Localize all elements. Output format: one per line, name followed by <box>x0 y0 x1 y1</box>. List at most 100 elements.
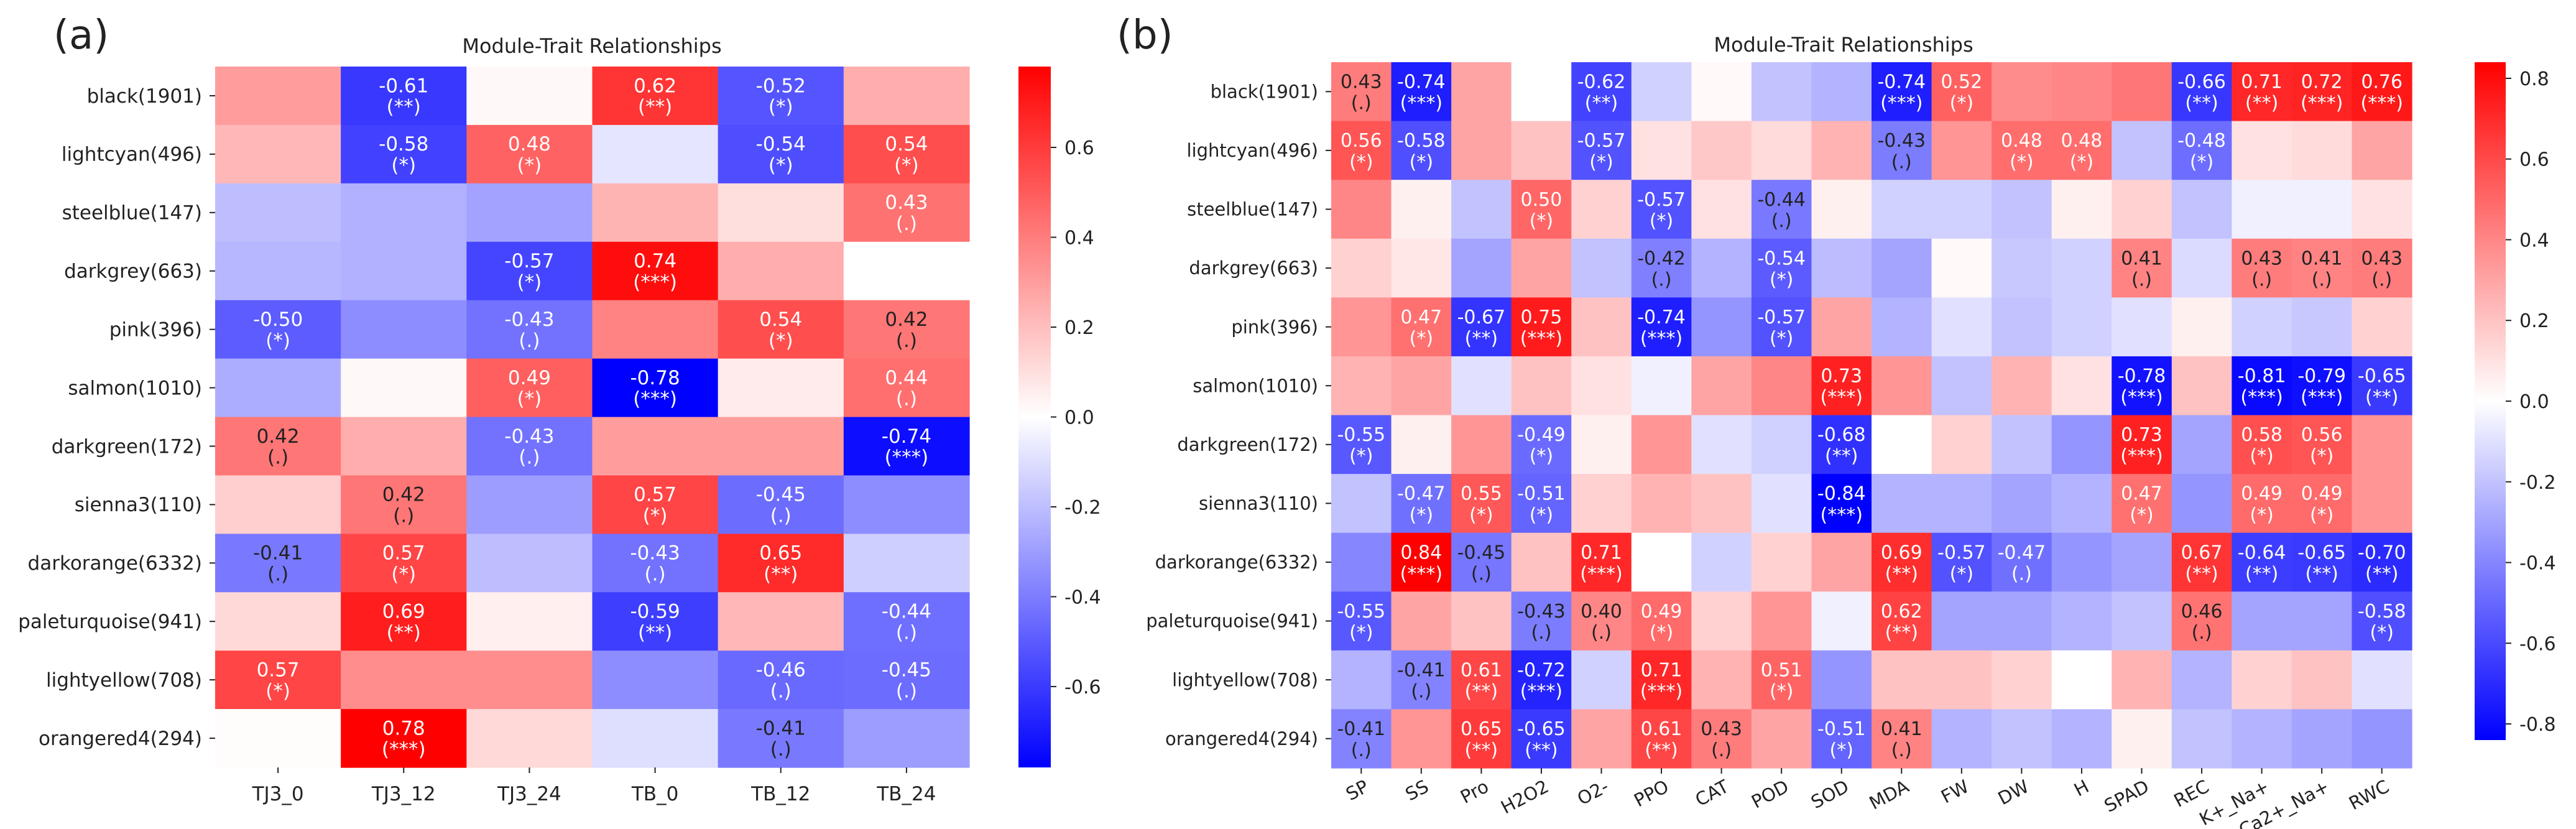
heatmap-cell <box>1571 62 1632 122</box>
heatmap-cell <box>341 183 467 243</box>
cell-significance-label: (**) <box>1825 445 1858 467</box>
heatmap-cell <box>843 709 970 768</box>
colorbar-tick-label: 0.6 <box>2519 149 2549 171</box>
cell-value-label: 0.44 <box>885 367 928 389</box>
heatmap-cell <box>1571 238 1632 298</box>
cell-significance-label: (.) <box>645 563 666 585</box>
cell-significance-label: (.) <box>896 680 917 702</box>
heatmap-cell <box>341 124 467 184</box>
heatmap-cell <box>1511 297 1572 357</box>
cell-significance-label: (**) <box>1465 328 1498 350</box>
heatmap-cell <box>1571 474 1632 534</box>
cell-value-label: 0.78 <box>382 717 425 739</box>
heatmap-cell <box>1631 415 1692 475</box>
cell-significance-label: (***) <box>2120 445 2163 467</box>
heatmap-cell <box>1511 709 1572 769</box>
colorbar-tick-label: -0.2 <box>2519 472 2556 494</box>
heatmap-cell <box>592 534 719 593</box>
cell-significance-label: (.) <box>770 738 792 761</box>
cell-value-label: 0.71 <box>1641 659 1683 681</box>
heatmap-cell <box>1631 532 1692 592</box>
cell-significance-label: (***) <box>2301 387 2343 409</box>
cell-value-label: -0.43 <box>1517 601 1566 623</box>
row-label: darkgrey(663) <box>64 261 202 283</box>
cell-significance-label: (*) <box>517 271 542 294</box>
column-label: SP <box>1342 776 1372 805</box>
heatmap-cell <box>2051 474 2112 534</box>
cell-value-label: 0.43 <box>2241 248 2283 269</box>
heatmap-cell <box>215 475 341 534</box>
heatmap-cell <box>1872 709 1932 769</box>
heatmap-cell <box>466 592 593 651</box>
cell-value-label: 0.51 <box>1761 659 1803 681</box>
heatmap-cell <box>1691 591 1752 651</box>
heatmap-cell <box>843 592 970 651</box>
heatmap-cell <box>2051 591 2112 651</box>
heatmap-cell <box>1571 356 1632 416</box>
cell-significance-label: (***) <box>1880 93 1923 114</box>
heatmap-cell <box>718 358 844 418</box>
heatmap-cell <box>1931 121 1992 180</box>
column-label: DW <box>1995 776 2033 809</box>
cell-value-label: -0.65 <box>2297 542 2346 563</box>
heatmap-cell <box>215 534 341 593</box>
heatmap-cell <box>843 651 970 710</box>
heatmap-cell <box>1992 121 2052 180</box>
cell-value-label: 0.65 <box>1461 718 1502 740</box>
heatmap-cell <box>341 534 467 593</box>
cell-value-label: -0.43 <box>504 425 554 448</box>
cell-value-label: 0.71 <box>1581 542 1622 563</box>
row-label: steelblue(147) <box>62 202 202 225</box>
heatmap-cell <box>1631 297 1692 357</box>
cell-value-label: -0.57 <box>1757 307 1806 328</box>
heatmap-cell <box>1691 474 1752 534</box>
heatmap-cell <box>1691 297 1752 357</box>
cell-significance-label: (*) <box>1410 504 1433 526</box>
cell-value-label: 0.57 <box>382 542 425 565</box>
row-label: darkorange(6332) <box>28 552 202 575</box>
heatmap-cell <box>1872 180 1932 239</box>
heatmap-cell <box>1872 415 1932 475</box>
heatmap-cell <box>1331 415 1392 475</box>
heatmap-cell <box>1511 238 1572 298</box>
column-label: H <box>2070 776 2092 800</box>
cell-significance-label: (*) <box>1830 739 1854 761</box>
cell-significance-label: (*) <box>769 154 793 177</box>
cell-value-label: -0.44 <box>882 601 931 623</box>
heatmap-cell <box>466 709 593 768</box>
cell-significance-label: (***) <box>1520 328 1563 350</box>
heatmap-cell <box>2352 238 2412 298</box>
column-label: TB_12 <box>750 783 810 805</box>
heatmap-cell <box>2112 532 2172 592</box>
heatmap-cell <box>592 592 719 651</box>
row-label: darkgrey(663) <box>1189 257 1318 279</box>
heatmap-cell <box>215 183 341 243</box>
heatmap-cell <box>1931 650 1992 710</box>
cell-value-label: -0.79 <box>2297 366 2346 387</box>
cell-value-label: -0.45 <box>882 659 931 681</box>
cell-value-label: 0.76 <box>2361 72 2403 93</box>
cell-value-label: -0.78 <box>2118 366 2166 387</box>
colorbar-tick-label: -0.4 <box>1064 586 1101 608</box>
colorbar-tick-label: -0.6 <box>1064 677 1101 698</box>
colorbar-tick-label: 0.6 <box>1064 137 1094 159</box>
heatmap-cell <box>1391 238 1452 298</box>
cell-value-label: 0.52 <box>1941 72 1982 93</box>
heatmap-cell <box>1511 474 1572 534</box>
column-label: PPO <box>1630 776 1672 811</box>
cell-significance-label: (*) <box>2010 151 2033 173</box>
cell-value-label: -0.64 <box>2238 542 2286 563</box>
heatmap-cell <box>1931 297 1992 357</box>
heatmap-cell <box>1811 591 1872 651</box>
heatmap-cell <box>1691 650 1752 710</box>
heatmap-cell <box>466 124 593 184</box>
heatmap-cell <box>1331 532 1392 592</box>
row-label: orangered4(294) <box>1165 728 1318 749</box>
heatmap-cell <box>1872 591 1932 651</box>
heatmap-cell <box>2352 650 2412 710</box>
heatmap-cell <box>2112 474 2172 534</box>
heatmap-cell <box>215 241 341 301</box>
cell-value-label: -0.43 <box>1877 130 1926 152</box>
heatmap-cell <box>1451 650 1512 710</box>
cell-significance-label: (*) <box>894 154 919 177</box>
